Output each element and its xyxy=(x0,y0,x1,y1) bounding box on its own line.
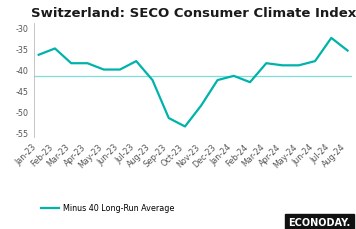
Legend: Minus 40 Long-Run Average: Minus 40 Long-Run Average xyxy=(38,200,177,216)
Title: Switzerland: SECO Consumer Climate Index: Switzerland: SECO Consumer Climate Index xyxy=(31,7,356,20)
Text: ECONODAY.: ECONODAY. xyxy=(288,217,351,227)
